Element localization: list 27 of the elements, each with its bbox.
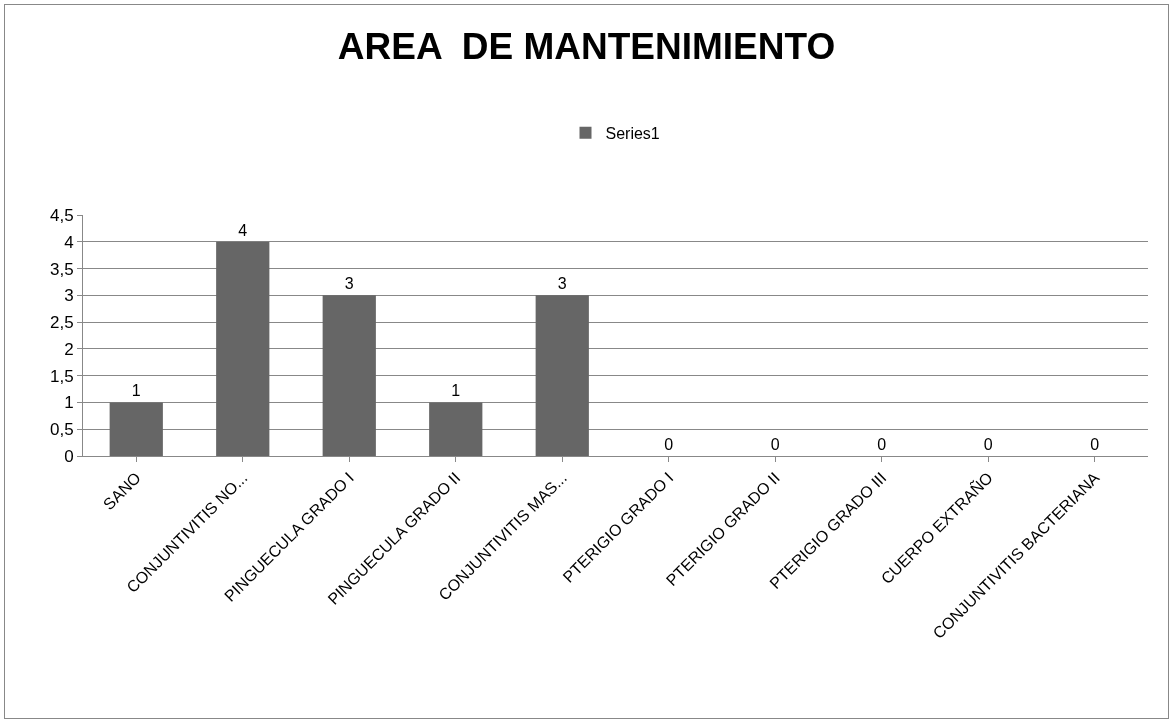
y-tick-label: 1 (64, 393, 74, 413)
y-tick-label: 0,5 (49, 420, 74, 440)
y-tick-label: 3 (64, 286, 74, 306)
bar (429, 402, 483, 456)
data-label: 0 (770, 436, 780, 453)
data-label: 1 (131, 382, 141, 400)
bar (216, 241, 270, 456)
y-tick-label: 3,5 (49, 259, 74, 279)
data-label: 0 (664, 436, 674, 453)
bar (322, 295, 376, 456)
y-tick-label: 1,5 (49, 366, 74, 386)
y-tick-label: 0 (64, 446, 74, 466)
y-tick-label: 4 (64, 232, 74, 252)
y-tick-label: 4,5 (49, 205, 74, 225)
y-tick-label: 2,5 (49, 313, 74, 333)
legend-label: Series1 (605, 125, 660, 143)
data-label: 0 (1090, 436, 1100, 453)
data-label: 0 (983, 436, 993, 453)
bar (109, 402, 163, 456)
data-label: 1 (451, 382, 461, 400)
data-label: 3 (344, 275, 354, 293)
chart-title: AREA DE MANTENIMIENTO (337, 26, 836, 68)
data-label: 4 (238, 221, 248, 239)
bar (535, 295, 589, 456)
y-tick-label: 2 (64, 339, 74, 359)
data-label: 3 (557, 275, 567, 293)
data-label: 0 (877, 436, 887, 453)
